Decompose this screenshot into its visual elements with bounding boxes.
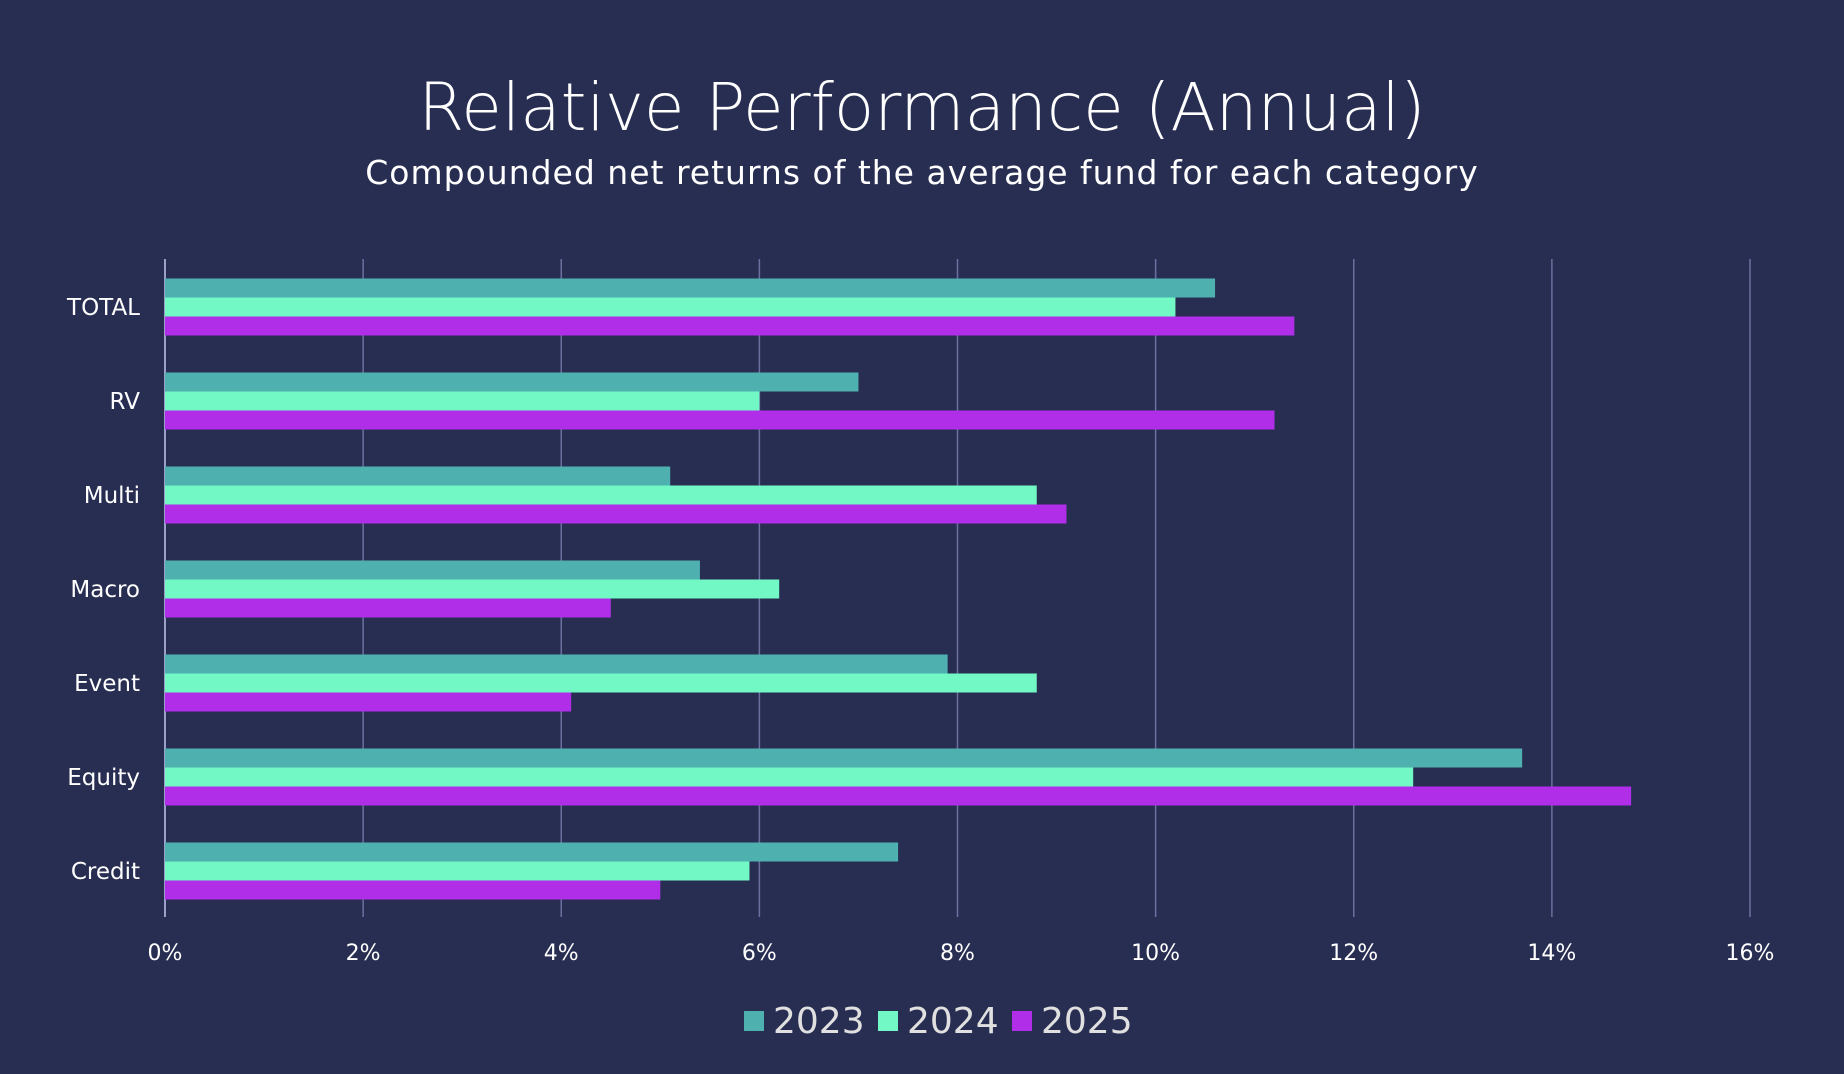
- legend-label: 2025: [1041, 1001, 1133, 1042]
- bar-2024-multi: [165, 485, 1037, 505]
- x-tick-label: 16%: [1726, 941, 1775, 966]
- bar-2023-event: [165, 654, 948, 674]
- chart-title: Relative Performance (Annual): [418, 69, 1425, 146]
- x-tick-label: 2%: [346, 941, 381, 966]
- bar-2024-total: [165, 297, 1176, 317]
- bar-2023-multi: [165, 466, 671, 486]
- x-tick-label: 10%: [1131, 941, 1180, 966]
- x-tick-label: 8%: [940, 941, 975, 966]
- bar-2025-equity: [165, 786, 1632, 806]
- category-label: TOTAL: [66, 295, 140, 321]
- bar-2023-macro: [165, 560, 700, 580]
- category-label: Event: [74, 671, 140, 697]
- legend-swatch: [1012, 1011, 1032, 1031]
- category-label: Equity: [67, 765, 140, 791]
- legend-swatch: [744, 1011, 764, 1031]
- bar-2025-credit: [165, 880, 661, 900]
- bar-2024-macro: [165, 579, 780, 599]
- x-tick-label: 4%: [544, 941, 579, 966]
- bar-2023-equity: [165, 748, 1523, 768]
- bar-2025-total: [165, 316, 1295, 336]
- bar-2024-rv: [165, 391, 760, 411]
- category-label: Multi: [84, 483, 140, 509]
- category-label: Macro: [70, 577, 140, 603]
- chart-subtitle: Compounded net returns of the average fu…: [365, 153, 1478, 192]
- x-tick-label: 0%: [148, 941, 183, 966]
- legend-label: 2023: [773, 1001, 865, 1042]
- bar-2024-event: [165, 673, 1037, 693]
- legend-label: 2024: [907, 1001, 999, 1042]
- x-tick-label: 6%: [742, 941, 777, 966]
- bar-2024-credit: [165, 861, 750, 881]
- bar-2025-event: [165, 692, 572, 712]
- bar-2023-total: [165, 278, 1216, 298]
- bar-2023-rv: [165, 372, 859, 392]
- bar-2025-rv: [165, 410, 1275, 430]
- x-tick-label: 12%: [1329, 941, 1378, 966]
- bar-2025-macro: [165, 598, 611, 618]
- legend-swatch: [878, 1011, 898, 1031]
- x-tick-label: 14%: [1527, 941, 1576, 966]
- bar-2024-equity: [165, 767, 1414, 787]
- bar-2025-multi: [165, 504, 1067, 524]
- category-label: RV: [110, 389, 141, 415]
- category-label: Credit: [71, 859, 140, 885]
- bar-2023-credit: [165, 842, 899, 862]
